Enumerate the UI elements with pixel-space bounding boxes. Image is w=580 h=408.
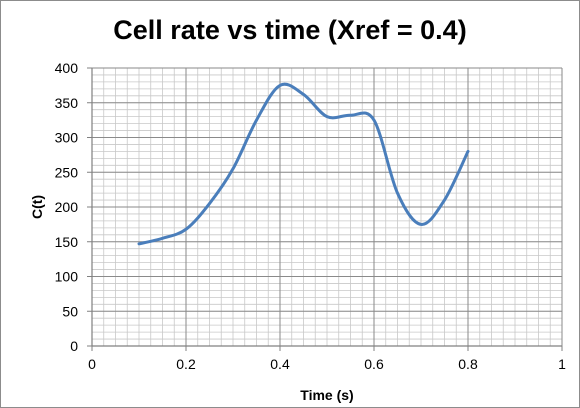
x-tick-label: 0.8 bbox=[458, 356, 478, 372]
y-tick-label: 150 bbox=[55, 234, 79, 250]
x-tick-label: 0.6 bbox=[364, 356, 384, 372]
axes bbox=[87, 67, 563, 351]
y-tick-label: 250 bbox=[55, 164, 79, 180]
y-axis-title: C(t) bbox=[29, 195, 45, 219]
y-tick-label: 50 bbox=[62, 303, 78, 319]
grid bbox=[91, 67, 563, 347]
y-tick-label: 300 bbox=[55, 130, 79, 146]
y-tick-label: 350 bbox=[55, 95, 79, 111]
y-tick-label: 200 bbox=[55, 199, 79, 215]
series-line bbox=[137, 82, 470, 246]
chart-title: Cell rate vs time (Xref = 0.4) bbox=[113, 15, 466, 45]
series-layer bbox=[137, 82, 470, 246]
y-tick-label: 400 bbox=[55, 60, 79, 76]
x-tick-label: 0.4 bbox=[270, 356, 290, 372]
y-tick-label: 0 bbox=[70, 338, 78, 354]
x-tick-label: 0 bbox=[88, 356, 96, 372]
x-tick-label: 0.2 bbox=[176, 356, 196, 372]
y-tick-label: 100 bbox=[55, 269, 79, 285]
x-axis-title: Time (s) bbox=[300, 387, 353, 403]
tick-labels: 0 0.2 0.4 0.6 0.8 1 0 50 100 150 200 250 300 350 400 bbox=[55, 60, 566, 372]
x-tick-label: 1 bbox=[558, 356, 566, 372]
